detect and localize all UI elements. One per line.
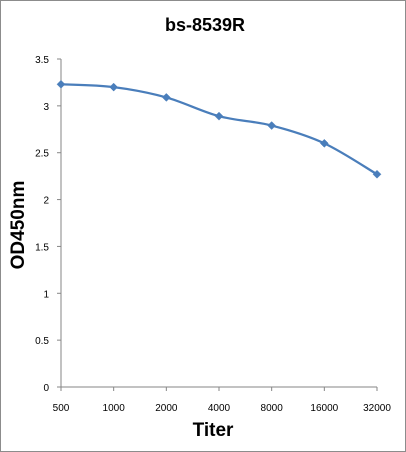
y-tick-label: 1 [43,289,49,300]
data-point-marker [56,79,66,89]
y-axis-ticks: 0 0.5 1 1.5 2 2.5 3 3.5 [35,55,61,394]
y-tick-label: 3.5 [35,55,49,66]
y-tick-label: 2.5 [35,149,49,160]
x-tick-label: 2000 [155,403,178,414]
data-point-marker [372,169,382,179]
y-axis-label: OD450nm [8,181,29,270]
chart-title: bs-8539R [165,15,245,35]
y-tick-label: 0 [43,383,49,394]
data-series [56,79,382,179]
data-point-marker [161,93,171,102]
y-tick-label: 1.5 [35,242,49,253]
data-point-marker [214,111,224,121]
y-tick-label: 3 [43,102,49,113]
y-tick-label: 0.5 [35,336,49,347]
x-tick-label: 8000 [261,403,284,414]
data-point-marker [109,82,119,92]
x-tick-label: 500 [53,403,70,414]
x-tick-label: 32000 [363,403,391,414]
series-line [60,83,378,176]
y-tick-label: 2 [43,196,49,207]
x-axis-label: Titer [193,420,234,441]
data-point-marker [319,138,329,148]
x-axis-ticks: 500 1000 2000 4000 8000 16000 32000 [53,387,391,414]
x-tick-label: 4000 [208,403,231,414]
x-tick-label: 1000 [103,403,126,414]
data-point-marker [267,121,277,130]
x-tick-label: 16000 [310,403,338,414]
